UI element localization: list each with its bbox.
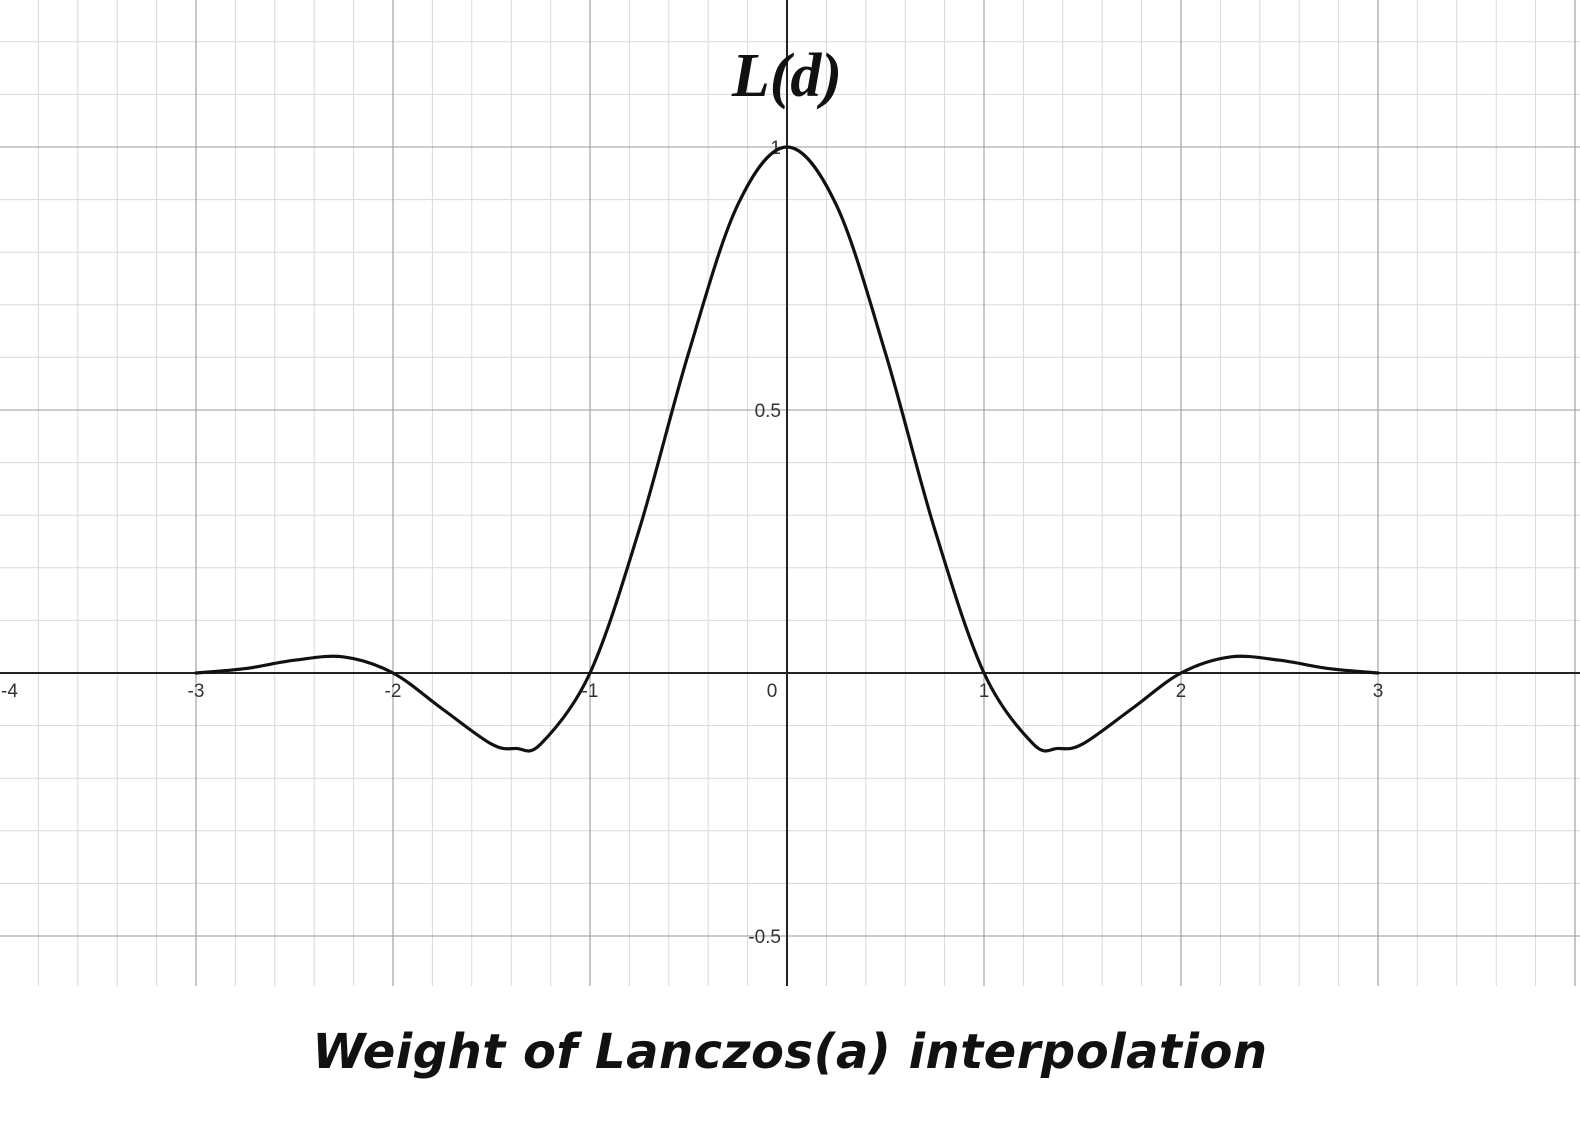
x-tick-label: 1: [979, 681, 990, 702]
axes: [0, 0, 1580, 986]
y-tick-label: 0.5: [755, 401, 781, 422]
x-tick-label: -4: [1, 681, 18, 702]
x-tick-label: 0: [767, 681, 778, 702]
chart-title: Weight of Lanczos(a) interpolation: [312, 1024, 1268, 1080]
series-line-0: [194, 145, 1380, 753]
x-tick-label: 3: [1373, 681, 1384, 702]
x-tick-label: 2: [1176, 681, 1187, 702]
x-tick-label: -1: [582, 681, 599, 702]
y-tick-label: 1: [770, 138, 781, 159]
x-tick-label: -2: [385, 681, 402, 702]
minor-grid: [0, 0, 1580, 986]
y-axis-label: L(d): [731, 42, 842, 110]
y-tick-label: -0.5: [748, 927, 781, 948]
curve-layer: [194, 145, 1380, 753]
lanczos-plot: -4 -3 -2 -1 0 1 2 3 1 0.5 -0.5 L(d): [0, 0, 1580, 986]
tick-labels: -4 -3 -2 -1 0 1 2 3 1 0.5 -0.5: [1, 138, 1383, 948]
x-tick-label: -3: [188, 681, 205, 702]
